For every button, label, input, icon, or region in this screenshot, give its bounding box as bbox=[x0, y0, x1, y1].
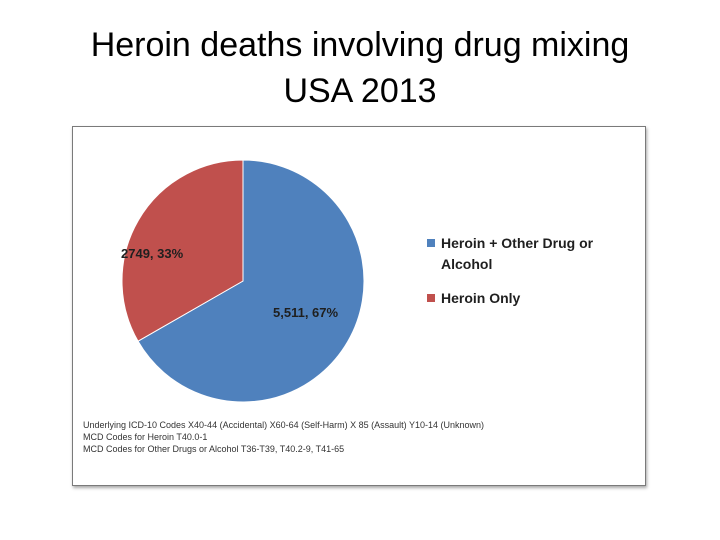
pie-slice-heroin-only bbox=[121, 159, 244, 342]
data-label-heroin-only: 2749, 33% bbox=[121, 246, 184, 261]
title-line-2: USA 2013 bbox=[283, 72, 437, 110]
footnote-icd-codes: Underlying ICD-10 Codes X40-44 (Accident… bbox=[83, 420, 485, 430]
slide-title: Heroin deaths involving drug mixing USA … bbox=[0, 22, 720, 114]
chart-footnotes: Underlying ICD-10 Codes X40-44 (Accident… bbox=[83, 419, 639, 455]
legend-label-heroin-only: Heroin Only bbox=[441, 290, 521, 306]
legend-swatch-heroin-other bbox=[427, 239, 435, 247]
legend-item-heroin-other: Heroin + Other Drug or Alcohol bbox=[427, 233, 637, 275]
pie-slice-heroin-other bbox=[137, 159, 365, 403]
footnote-other-drug-codes: MCD Codes for Other Drugs or Alcohol T36… bbox=[83, 444, 345, 454]
data-label-heroin-other: 5,511, 67% bbox=[273, 305, 338, 320]
chart-legend: Heroin + Other Drug or Alcohol Heroin On… bbox=[427, 233, 637, 322]
legend-label-heroin-other: Heroin + Other Drug or Alcohol bbox=[441, 235, 594, 272]
chart-frame: 5,511, 67% 2749, 33% Heroin + Other Drug … bbox=[72, 126, 646, 486]
pie-chart: 5,511, 67% 2749, 33% bbox=[121, 159, 365, 403]
legend-item-heroin-only: Heroin Only bbox=[427, 288, 637, 309]
title-line-1: Heroin deaths involving drug mixing bbox=[90, 26, 630, 64]
legend-swatch-heroin-only bbox=[427, 294, 435, 302]
footnote-heroin-codes: MCD Codes for Heroin T40.0-1 bbox=[83, 432, 208, 442]
